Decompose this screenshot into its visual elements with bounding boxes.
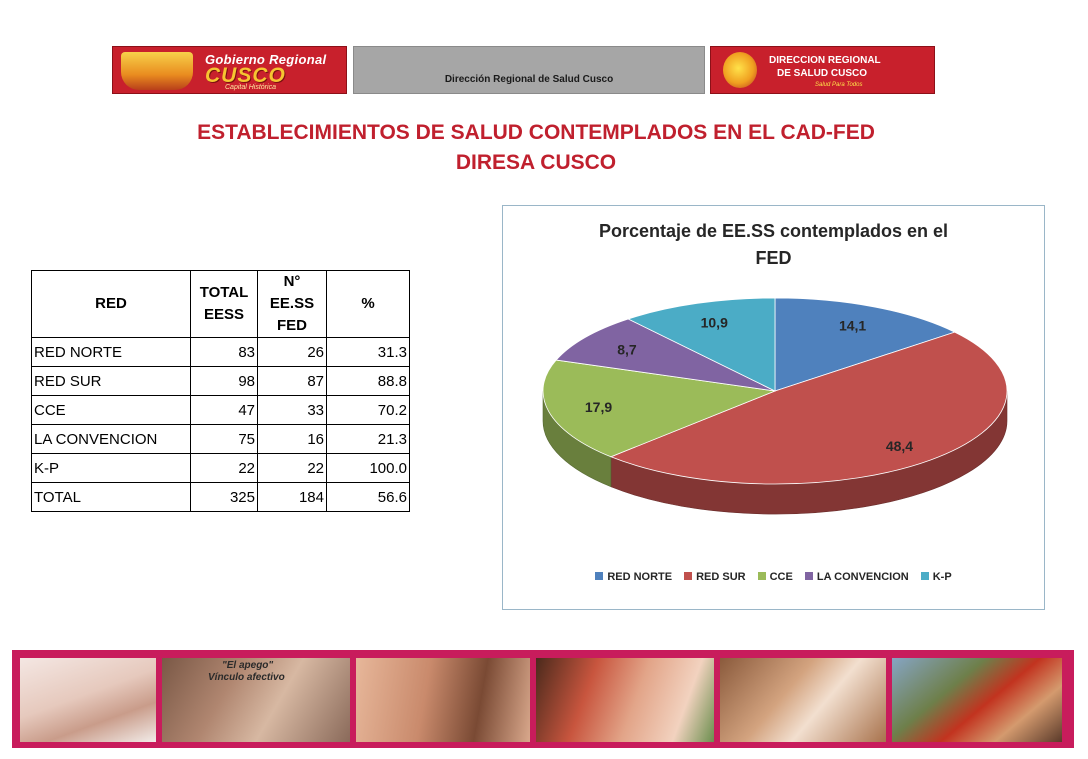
cell-red: TOTAL bbox=[31, 482, 191, 512]
pie-slice-la-convencion bbox=[555, 318, 776, 392]
chart-legend: RED NORTE RED SUR CCE LA CONVENCION K-P bbox=[503, 571, 1044, 583]
apego-caption-line2: Vínculo afectivo bbox=[208, 672, 285, 683]
cell-fed: 22 bbox=[257, 453, 327, 483]
diresa-center-banner: Dirección Regional de Salud Cusco bbox=[353, 46, 705, 94]
legend-swatch bbox=[595, 572, 604, 580]
photo-strip: "El apego" Vínculo afectivo bbox=[12, 650, 1074, 748]
table-row: RED NORTE 83 26 31.3 bbox=[31, 337, 410, 367]
pie-data-label: 14,1 bbox=[839, 317, 866, 333]
legend-item: K-P bbox=[920, 571, 952, 583]
chart-title: Porcentaje de EE.SS contemplados en el F… bbox=[503, 218, 1044, 272]
cell-pct: 56.6 bbox=[326, 482, 410, 512]
mother-feeding-baby-photo bbox=[536, 658, 714, 742]
cell-total: 47 bbox=[190, 395, 258, 425]
logo-left-line1: Gobierno Regional bbox=[205, 52, 327, 67]
legend-item: LA CONVENCION bbox=[804, 571, 909, 583]
page-title-line2: DIRESA CUSCO bbox=[455, 151, 617, 174]
pie-chart-svg: 14,1 48,4 17,9 8,7 10,9 bbox=[542, 297, 1008, 515]
legend-swatch bbox=[757, 572, 766, 580]
table-row: K-P 22 22 100.0 bbox=[31, 453, 410, 483]
logo-right-line1: DIRECCION REGIONAL bbox=[769, 55, 881, 66]
cell-pct: 100.0 bbox=[326, 453, 410, 483]
cell-total: 325 bbox=[190, 482, 258, 512]
legend-item: RED SUR bbox=[684, 571, 746, 583]
cell-red: RED SUR bbox=[31, 366, 191, 396]
cell-pct: 21.3 bbox=[326, 424, 410, 454]
legend-swatch bbox=[684, 572, 693, 580]
table-row: RED SUR 98 87 88.8 bbox=[31, 366, 410, 396]
header-pct: % bbox=[326, 270, 410, 338]
cell-red: LA CONVENCION bbox=[31, 424, 191, 454]
legend-label: RED SUR bbox=[696, 571, 746, 583]
cell-red: CCE bbox=[31, 395, 191, 425]
legend-label: LA CONVENCION bbox=[816, 571, 909, 583]
header-red: RED bbox=[31, 270, 191, 338]
pie-slice-k-p bbox=[627, 297, 776, 392]
cell-total: 75 bbox=[190, 424, 258, 454]
legend-swatch bbox=[920, 572, 929, 580]
pie-chart: Porcentaje de EE.SS contemplados en el F… bbox=[502, 205, 1045, 610]
pie-slice-cce bbox=[542, 359, 777, 458]
logo-right-line2: DE SALUD CUSCO bbox=[777, 68, 868, 79]
table-row: CCE 47 33 70.2 bbox=[31, 395, 410, 425]
header-banner: Gobierno Regional CUSCO Capital Históric… bbox=[112, 46, 935, 94]
legend-label: RED NORTE bbox=[607, 571, 673, 583]
cell-pct: 70.2 bbox=[326, 395, 410, 425]
legend-item: RED NORTE bbox=[595, 571, 672, 583]
cell-pct: 31.3 bbox=[326, 337, 410, 367]
cell-fed: 87 bbox=[257, 366, 327, 396]
apego-photo: "El apego" Vínculo afectivo bbox=[162, 658, 350, 742]
eess-table: RED TOTAL EESS N° EE.SS FED % RED NORTE … bbox=[31, 270, 410, 512]
pie-data-label: 17,9 bbox=[585, 399, 612, 415]
andean-child-photo bbox=[892, 658, 1062, 742]
cell-red: K-P bbox=[31, 453, 191, 483]
legend-label: CCE bbox=[769, 571, 793, 583]
legend-swatch bbox=[804, 572, 813, 580]
direccion-regional-logo: DIRECCION REGIONAL DE SALUD CUSCO Salud … bbox=[710, 46, 935, 94]
gobierno-regional-logo: Gobierno Regional CUSCO Capital Históric… bbox=[112, 46, 347, 94]
health-emblem-icon bbox=[723, 52, 757, 88]
cell-total: 22 bbox=[190, 453, 258, 483]
table-row: LA CONVENCION 75 16 21.3 bbox=[31, 424, 410, 454]
logo-right-line3: Salud Para Todos bbox=[815, 82, 863, 88]
pie-data-label: 8,7 bbox=[617, 341, 637, 357]
cell-fed: 184 bbox=[257, 482, 327, 512]
pregnant-mother-photo bbox=[20, 658, 156, 742]
andean-mother-baby-photo bbox=[720, 658, 886, 742]
chart-title-line1: Porcentaje de EE.SS contemplados en el bbox=[598, 221, 949, 241]
cell-total: 83 bbox=[190, 337, 258, 367]
apego-caption-line1: "El apego" bbox=[222, 660, 274, 671]
cell-pct: 88.8 bbox=[326, 366, 410, 396]
breastfeeding-photo bbox=[356, 658, 530, 742]
legend-item: CCE bbox=[757, 571, 793, 583]
header-fed: N° EE.SS FED bbox=[257, 270, 327, 338]
cell-fed: 26 bbox=[257, 337, 327, 367]
table-row-total: TOTAL 325 184 56.6 bbox=[31, 482, 410, 512]
header-total: TOTAL EESS bbox=[190, 270, 258, 338]
page-title-line1: ESTABLECIMIENTOS DE SALUD CONTEMPLADOS E… bbox=[197, 121, 875, 144]
pie-data-label: 48,4 bbox=[886, 438, 913, 454]
center-banner-text: Dirección Regional de Salud Cusco bbox=[444, 74, 614, 85]
logo-left-line2: CUSCO bbox=[205, 64, 286, 87]
cell-fed: 33 bbox=[257, 395, 327, 425]
pie-slice-red-sur bbox=[609, 331, 1008, 485]
cell-fed: 16 bbox=[257, 424, 327, 454]
logo-left-line3: Capital Histórica bbox=[225, 84, 276, 91]
cell-total: 98 bbox=[190, 366, 258, 396]
cell-red: RED NORTE bbox=[31, 337, 191, 367]
legend-label: K-P bbox=[932, 571, 952, 583]
chart-title-line2: FED bbox=[755, 248, 792, 268]
table-header-row: RED TOTAL EESS N° EE.SS FED % bbox=[31, 270, 410, 338]
mountain-emblem-icon bbox=[121, 52, 193, 90]
pie-slice-red-norte bbox=[774, 297, 956, 392]
pie-data-label: 10,9 bbox=[701, 315, 728, 331]
